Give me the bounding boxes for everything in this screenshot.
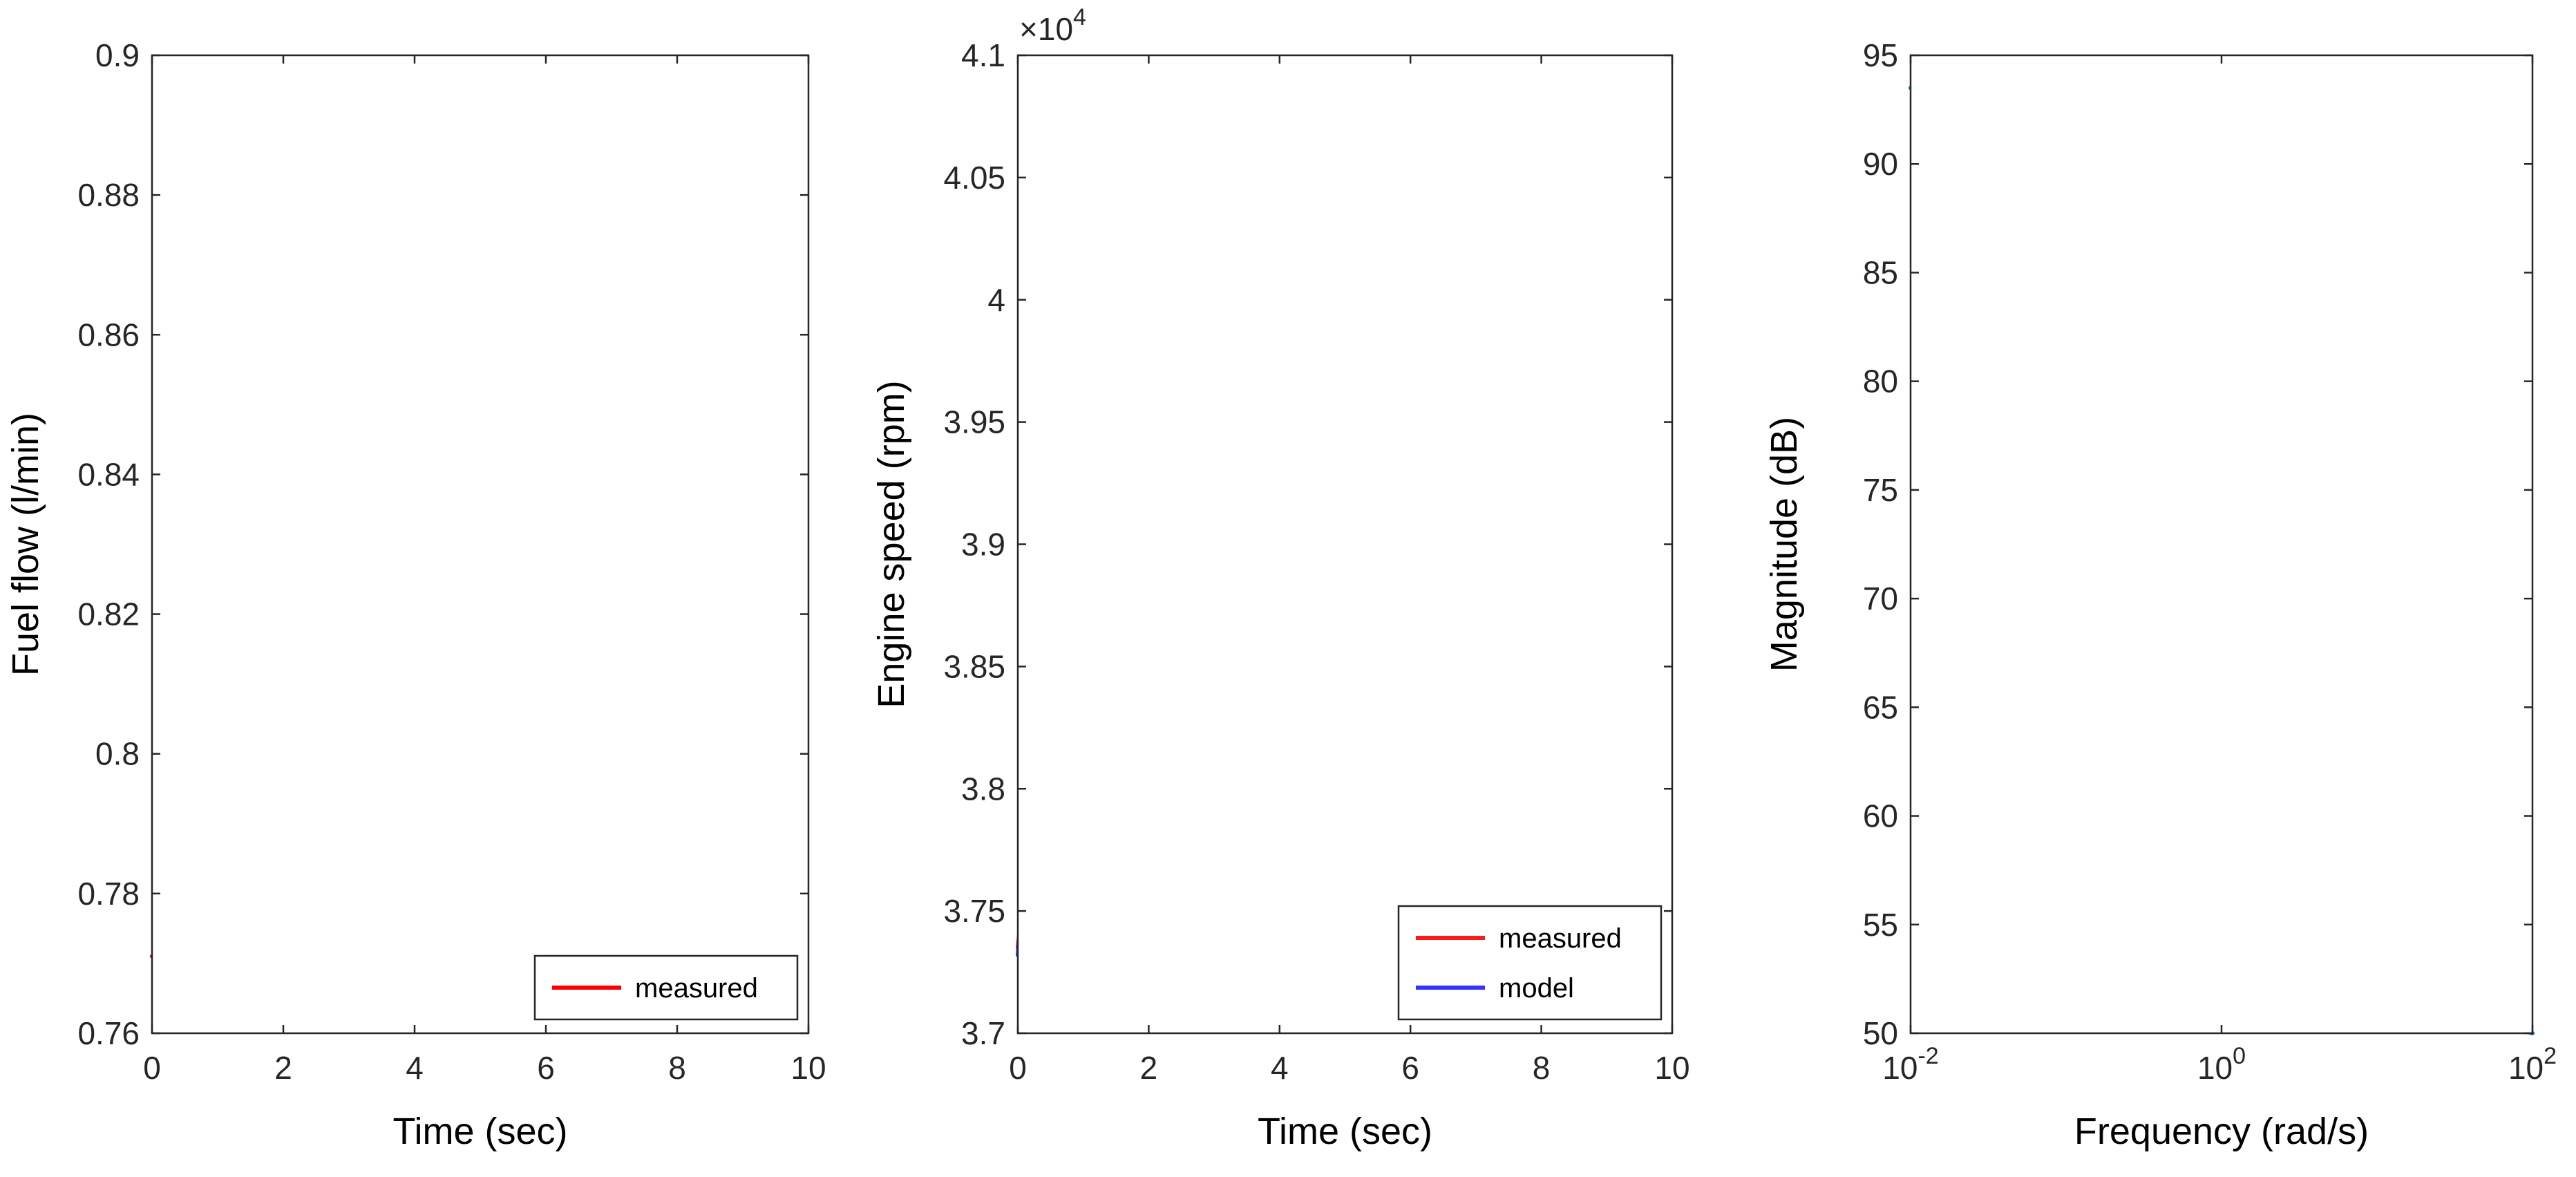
engine-speed-y-tick-label: 3.85 [943, 648, 1005, 684]
fuel-flow-y-tick-label: 0.8 [95, 736, 140, 772]
engine-speed-y-axis-label: Engine speed (rpm) [871, 380, 912, 708]
fuel-flow-axes-box [151, 54, 810, 1035]
engine-speed-x-tick-label: 6 [1401, 1050, 1419, 1086]
magnitude-y-tick-label: 80 [1863, 364, 1898, 399]
fuel-flow-y-tick-label: 0.82 [77, 596, 140, 632]
magnitude-y-tick-label: 50 [1863, 1015, 1898, 1051]
fuel-flow-x-tick-label: 10 [790, 1050, 826, 1086]
engine-speed-x-tick-label: 4 [1271, 1050, 1289, 1086]
fuel-flow-legend: measured [533, 954, 799, 1021]
magnitude-y-tick-label: 60 [1863, 798, 1898, 834]
magnitude-x-tick-label: 10-2 [1882, 1043, 1938, 1086]
fuel-flow-y-tick-label: 0.76 [77, 1015, 140, 1051]
magnitude-y-axis-label: Magnitude (dB) [1763, 417, 1805, 672]
magnitude-x-tick-label: 100 [2197, 1043, 2246, 1086]
fuel-flow-x-tick-label: 6 [537, 1050, 555, 1086]
engine-speed-legend-label-measured: measured [1499, 923, 1622, 954]
fuel-flow-chart: 0 2 4 6 8 10 0.76 0.78 0.8 0.82 0.84 0.86 0.88 0.9 Tim… [5, 37, 826, 1152]
engine-speed-chart: 0 2 4 6 8 10 3.7 3.75 3.8 3.85 3.9 3.95 4 4.05 4.1 ×104… [871, 4, 1690, 1152]
engine-speed-y-tick-label: 4.05 [943, 160, 1005, 196]
magnitude-chart: 10-2 100 102 50 55 60 65 70 75 80 85 90 95 Frequency … [1763, 37, 2557, 1152]
engine-speed-x-tick-label: 8 [1533, 1050, 1551, 1086]
engine-speed-axes-box [1016, 54, 1674, 1035]
engine-speed-x-axis-label: Time (sec) [1258, 1111, 1432, 1152]
magnitude-y-tick-label: 95 [1863, 37, 1898, 73]
magnitude-y-tick-label: 55 [1863, 907, 1898, 943]
engine-speed-tick-marks [1016, 54, 1674, 1035]
fuel-flow-x-tick-label: 8 [668, 1050, 686, 1086]
engine-speed-y-tick-label: 3.95 [943, 404, 1005, 440]
engine-speed-x-tick-label: 10 [1654, 1050, 1689, 1086]
fuel-flow-y-tick-label: 0.9 [95, 37, 140, 73]
engine-speed-x-tick-label: 0 [1009, 1050, 1027, 1086]
fuel-flow-y-tick-label: 0.78 [77, 876, 140, 912]
fuel-flow-x-tick-label: 0 [143, 1050, 161, 1086]
fuel-flow-legend-label-measured: measured [635, 973, 758, 1004]
magnitude-y-tick-label: 65 [1863, 689, 1898, 725]
fuel-flow-y-tick-label: 0.84 [77, 456, 140, 492]
fuel-flow-tick-marks [151, 54, 810, 1035]
engine-speed-y-tick-label: 3.9 [961, 527, 1005, 563]
magnitude-y-tick-label: 75 [1863, 472, 1898, 508]
engine-speed-x-tick-label: 2 [1140, 1050, 1158, 1086]
engine-speed-y-tick-label: 3.75 [943, 893, 1005, 929]
magnitude-axes-box [1909, 54, 2534, 1035]
magnitude-y-tick-label: 90 [1863, 146, 1898, 182]
fuel-flow-x-axis-label: Time (sec) [393, 1111, 568, 1152]
engine-speed-legend-label-model: model [1499, 973, 1574, 1004]
engine-speed-y-tick-label: 3.8 [961, 771, 1005, 807]
engine-speed-y-tick-label: 3.7 [961, 1015, 1005, 1051]
fuel-flow-y-tick-label: 0.86 [77, 317, 140, 352]
magnitude-y-tick-label: 85 [1863, 254, 1898, 290]
fuel-flow-y-axis-label: Fuel flow (l/min) [5, 413, 46, 676]
engine-speed-exponent-label: ×104 [1019, 4, 1086, 47]
engine-speed-y-tick-label: 4 [987, 282, 1005, 318]
magnitude-tick-marks [1909, 54, 2534, 1035]
fuel-flow-x-tick-label: 2 [274, 1050, 292, 1086]
engine-speed-legend: measured model [1397, 905, 1663, 1021]
magnitude-x-axis-label: Frequency (rad/s) [2074, 1111, 2369, 1152]
engine-speed-y-tick-label: 4.1 [961, 37, 1005, 73]
magnitude-x-tick-label: 102 [2508, 1043, 2557, 1086]
fuel-flow-x-tick-label: 4 [406, 1050, 424, 1086]
fuel-flow-y-tick-label: 0.88 [77, 177, 140, 213]
engine-speed-legend-box [1397, 905, 1663, 1021]
magnitude-y-tick-label: 70 [1863, 581, 1898, 616]
